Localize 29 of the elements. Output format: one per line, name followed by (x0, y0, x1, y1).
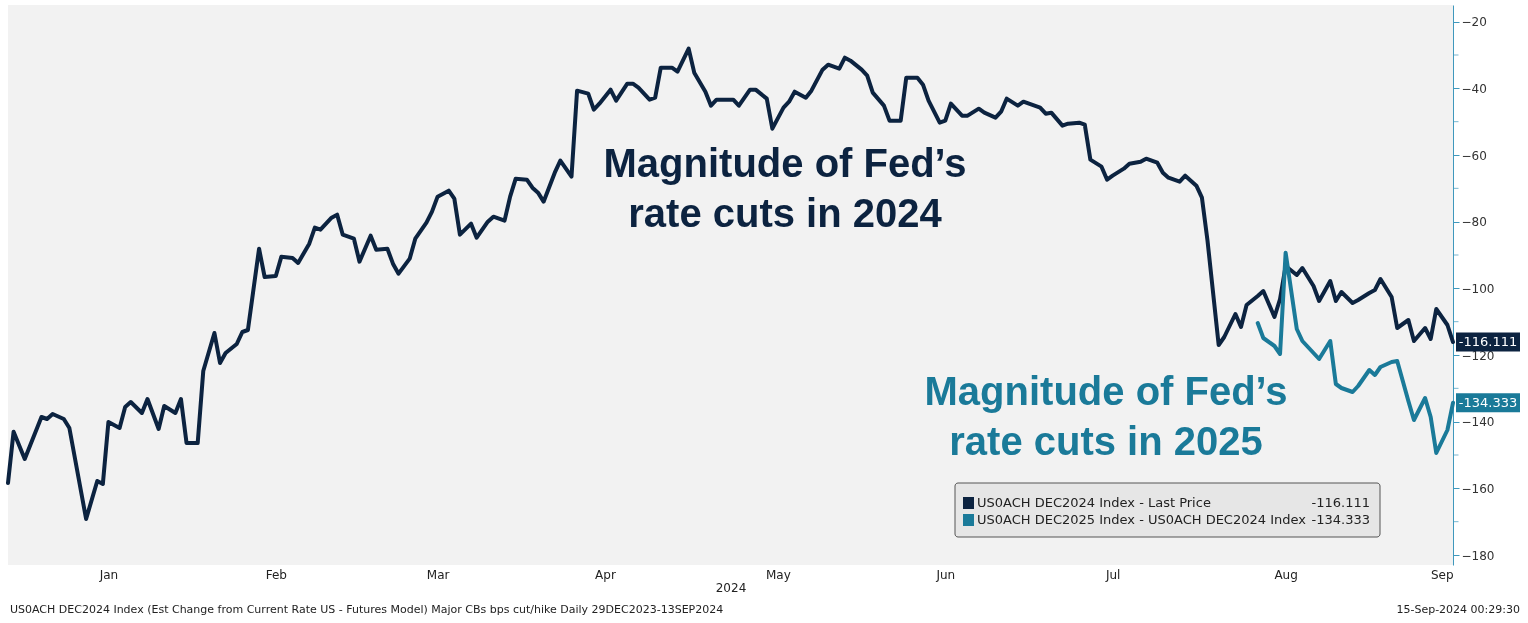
x-tick-label: Jan (98, 567, 119, 582)
x-tick-label: Apr (595, 567, 616, 582)
x-tick-label: Aug (1274, 567, 1298, 582)
legend-label: US0ACH DEC2024 Index - Last Price (977, 495, 1211, 510)
text: US0ACH DEC2024 Index (Est Change from Current Rate US - Futures Model) Major CBs bps cut/hike Daily 29DEC2023-13SEP2024 (10, 603, 724, 616)
y-tick-label: −80 (1461, 215, 1487, 230)
x-tick-label: Sep (1430, 567, 1454, 582)
annotation: -116.111 (1458, 334, 1518, 350)
x-tick-label: Mar (426, 567, 450, 582)
y-tick-label: −40 (1461, 81, 1487, 96)
y-tick-label: −160 (1461, 481, 1495, 496)
text: -134.333 (1311, 512, 1370, 527)
y-tick-label: −180 (1461, 548, 1495, 563)
annotation: Magnitude of Fed’s rate cuts in 2025 (924, 369, 1288, 463)
text: 15-Sep-2024 00:29:30 (1396, 603, 1520, 616)
x-tick-label: Jul (1104, 567, 1121, 582)
x-axis-title: 2024 (715, 580, 747, 595)
x-tick-label: Jun (935, 567, 956, 582)
annotation: -134.333 (1458, 394, 1518, 410)
legend-label: US0ACH DEC2025 Index - US0ACH DEC2024 Index (977, 512, 1307, 527)
y-tick-label: −100 (1461, 281, 1495, 296)
y-tick-label: −120 (1461, 348, 1495, 363)
x-tick-label: Feb (265, 567, 287, 582)
x-tick-label: May (766, 567, 791, 582)
y-tick-label: −140 (1461, 415, 1495, 430)
y-tick-label: −60 (1461, 148, 1487, 163)
text: -116.111 (1311, 495, 1370, 510)
y-tick-label: −20 (1461, 15, 1487, 30)
annotation: Magnitude of Fed’s rate cuts in 2024 (603, 141, 967, 235)
